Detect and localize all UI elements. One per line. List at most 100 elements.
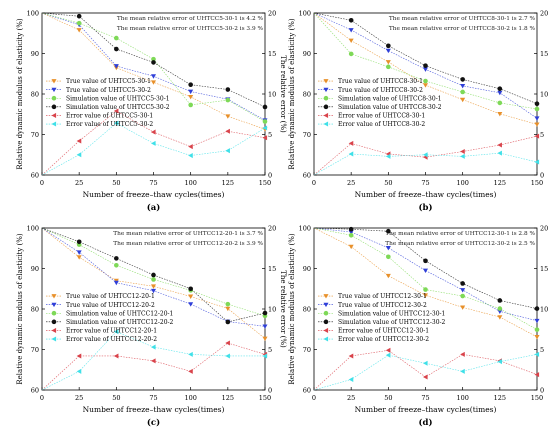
y-axis-label: Relative dynamic modulus of elasticity (… <box>16 18 24 170</box>
y-tick-label: 100 <box>299 9 311 17</box>
data-point-sim1 <box>151 277 156 282</box>
legend-label: Error value of UHTCC8-30-2 <box>338 121 425 128</box>
data-point-true2 <box>422 268 429 274</box>
x-tick-label: 25 <box>347 179 355 187</box>
data-point-err1 <box>150 358 156 364</box>
legend-label: Simulation value of UHTCC5-30-1 <box>66 95 170 102</box>
data-point-sim2 <box>423 63 428 68</box>
data-point-true2 <box>76 250 82 255</box>
x-tick-label: 75 <box>149 394 157 402</box>
chart-panel-a: 0 25 50 75 100 125 150 60 70 80 90 100 0 5 10 15 20 Numbe… <box>16 9 287 213</box>
data-point-err1 <box>385 347 391 353</box>
legend-label: True value of UHTCC12-30-1 <box>338 293 427 300</box>
legend-marker-sim2 <box>51 104 57 110</box>
data-point-true2 <box>497 309 503 314</box>
x-tick-label: 25 <box>75 394 83 402</box>
legend: True value of UHTCC5-30-1 True value of U… <box>46 78 170 128</box>
y2-axis-label: The relative error (%) <box>279 270 287 348</box>
data-point-sim2 <box>262 104 268 110</box>
x-tick-label: 0 <box>40 179 44 187</box>
annotation-text: The mean relative error of UHTCC8-30-1 i… <box>389 16 536 22</box>
x-tick-label: 50 <box>112 179 120 187</box>
data-point-sim2 <box>76 239 82 245</box>
x-tick-label: 150 <box>259 179 271 187</box>
data-point-err2 <box>113 329 119 335</box>
legend-label: Simulation value of UHTCC12-30-1 <box>338 310 445 317</box>
data-point-true2 <box>497 90 503 96</box>
data-point-err2 <box>422 360 428 366</box>
x-tick-label: 75 <box>149 179 157 187</box>
y2-tick-label: 5 <box>540 346 544 354</box>
data-point-sim2 <box>151 272 156 278</box>
data-point-true2 <box>385 245 391 251</box>
data-point-err1 <box>497 142 502 148</box>
legend-marker-err1 <box>51 112 57 118</box>
legend-label: Error value of UHTCC5-30-1 <box>66 113 153 120</box>
legend-marker-true2 <box>51 87 57 93</box>
x-tick-label: 150 <box>531 394 543 402</box>
series-layer <box>41 12 268 176</box>
data-point-true1 <box>76 28 82 33</box>
legend-marker-true1 <box>51 79 57 84</box>
y-tick-label: 90 <box>31 265 39 273</box>
data-point-err2 <box>385 153 391 159</box>
data-point-true1 <box>385 60 391 65</box>
y2-tick-label: 20 <box>540 224 548 232</box>
x-tick-label: 0 <box>312 394 316 402</box>
chart-panel-b: 0 25 50 75 100 125 150 60 70 80 90 100 0 5 10 15 20 Numbe… <box>288 9 548 213</box>
data-point-sim1 <box>497 100 503 106</box>
series-line-err1 <box>313 349 538 391</box>
legend-marker-err1 <box>51 327 57 333</box>
x-tick-label: 25 <box>75 179 83 187</box>
legend-marker-sim1 <box>51 310 57 316</box>
data-point-sim1 <box>225 97 231 103</box>
data-point-sim2 <box>188 82 193 87</box>
data-point-err1 <box>534 372 540 378</box>
plot-frame <box>41 12 266 176</box>
x-tick-label: 75 <box>421 179 429 187</box>
x-axis-label: Number of freeze–thaw cycles(times) <box>355 190 497 199</box>
data-point-err2 <box>150 344 156 350</box>
y-tick-label: 60 <box>31 171 39 179</box>
x-tick-label: 100 <box>184 179 196 187</box>
data-point-true1 <box>422 293 429 298</box>
plot-frame <box>313 227 538 391</box>
data-point-sim2 <box>497 298 503 303</box>
y2-tick-label: 10 <box>540 305 548 313</box>
legend-label: True value of UHTCC5-30-1 <box>66 78 151 85</box>
y2-tick-label: 10 <box>268 305 276 313</box>
x-tick-label: 50 <box>384 179 392 187</box>
y2-tick-label: 5 <box>268 131 272 139</box>
y-tick-label: 80 <box>31 90 39 98</box>
y2-tick-label: 10 <box>268 90 276 98</box>
legend-label: True value of UHTCC8-30-1 <box>338 78 423 85</box>
panel-label: (a) <box>147 202 161 213</box>
data-point-sim2 <box>460 77 465 82</box>
data-point-err2 <box>225 353 230 359</box>
x-tick-label: 0 <box>40 394 44 402</box>
panel-label: (c) <box>147 417 160 428</box>
data-point-true2 <box>534 116 540 121</box>
data-point-true2 <box>150 288 157 294</box>
data-point-err2 <box>422 152 428 158</box>
data-point-sim2 <box>348 17 354 23</box>
data-point-true1 <box>150 80 157 85</box>
annotation-text: The mean relative error of UHTCC12-30-1 … <box>385 231 535 237</box>
y-tick-label: 60 <box>31 386 39 394</box>
panel-label: (b) <box>419 202 433 213</box>
data-point-err1 <box>76 353 82 359</box>
data-point-sim2 <box>225 319 231 325</box>
data-point-sim1 <box>534 106 540 112</box>
y2-tick-label: 15 <box>268 50 276 58</box>
y-tick-label: 70 <box>303 346 311 354</box>
data-point-err1 <box>188 144 193 150</box>
legend-marker-sim1 <box>323 95 329 101</box>
y2-tick-label: 15 <box>540 50 548 58</box>
plot-frame <box>41 227 266 391</box>
data-point-err2 <box>262 353 268 359</box>
legend-label: Error value of UHTCC12-20-2 <box>66 336 157 343</box>
data-point-sim1 <box>460 293 465 299</box>
legend-marker-sim1 <box>51 95 57 101</box>
data-point-sim2 <box>262 310 268 316</box>
